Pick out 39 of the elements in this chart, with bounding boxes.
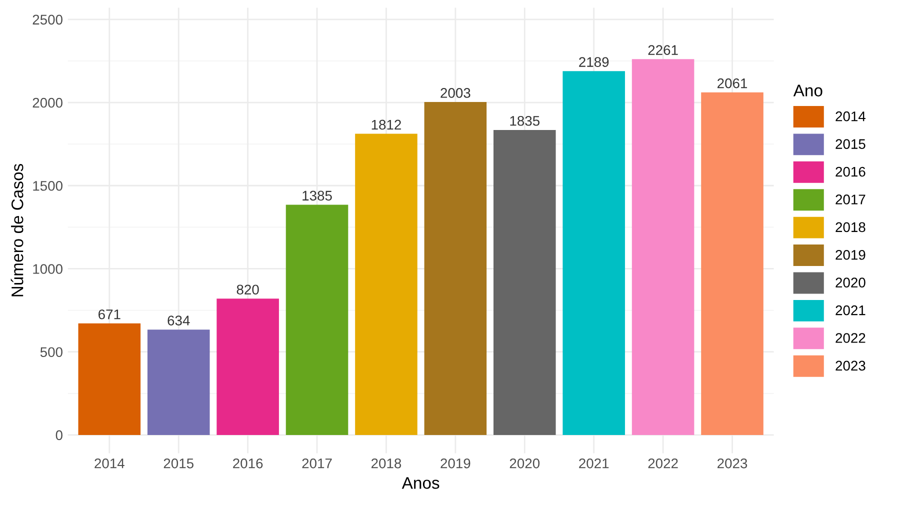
x-tick-label: 2017 — [302, 458, 332, 468]
legend-label: 2014 — [836, 111, 866, 122]
legend-title: Ano — [793, 84, 822, 96]
y-tick-label: 2000 — [32, 98, 62, 108]
y-tick-label: 2500 — [32, 14, 62, 25]
data-label: 2003 — [440, 88, 470, 98]
legend-label: 2022 — [836, 333, 866, 343]
x-tick-label: 2015 — [164, 458, 194, 468]
data-label: 671 — [98, 309, 120, 320]
x-tick-label: 2016 — [233, 458, 263, 468]
data-label: 2189 — [579, 57, 609, 67]
y-tick-label: 0 — [56, 430, 62, 440]
y-tick-label: 1000 — [33, 264, 62, 274]
data-label: 1385 — [302, 190, 332, 201]
legend-label: 2019 — [836, 250, 866, 260]
x-tick-label: 2022 — [648, 458, 678, 468]
data-label: 2061 — [718, 78, 748, 88]
legend-label: 2021 — [836, 305, 866, 316]
legend-label: 2017 — [836, 194, 866, 204]
x-tick-label: 2020 — [510, 458, 540, 468]
data-label: 1812 — [372, 120, 401, 130]
data-label: 2261 — [648, 45, 678, 55]
y-tick-label: 500 — [40, 347, 62, 358]
data-label: 1835 — [510, 116, 540, 126]
legend-label: 2018 — [836, 222, 866, 232]
legend-label: 2016 — [836, 166, 866, 177]
legend-label: 2020 — [836, 278, 866, 288]
x-axis-title: Anos — [402, 477, 440, 489]
x-tick-label: 2019 — [440, 458, 470, 468]
legend-label: 2023 — [836, 360, 866, 371]
data-label: 820 — [236, 284, 259, 295]
data-label: 634 — [168, 316, 190, 326]
x-tick-label: 2023 — [718, 458, 748, 468]
x-tick-label: 2014 — [94, 458, 124, 468]
y-axis-title: Número de Casos — [10, 164, 24, 296]
legend-label: 2015 — [836, 139, 866, 149]
x-tick-label: 2018 — [371, 458, 402, 468]
y-tick-label: 1500 — [33, 180, 62, 191]
x-tick-label: 2021 — [579, 458, 609, 468]
